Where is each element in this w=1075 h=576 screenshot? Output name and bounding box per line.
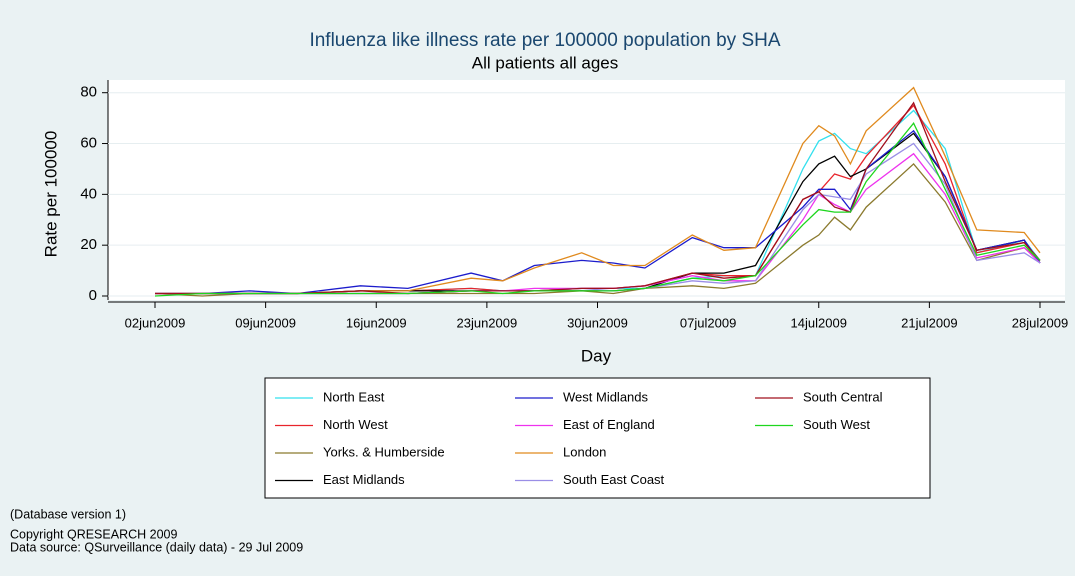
legend-label: South Central (803, 389, 883, 404)
y-tick-label: 0 (89, 287, 97, 304)
footnote: Data source: QSurveillance (daily data) … (10, 540, 303, 554)
legend-label: South East Coast (563, 472, 665, 487)
legend-label: East of England (563, 417, 655, 432)
x-tick-label: 09jun2009 (235, 315, 296, 330)
y-tick-label: 60 (80, 134, 97, 151)
legend-label: East Midlands (323, 472, 405, 487)
x-tick-label: 21jul2009 (901, 315, 957, 330)
x-tick-label: 28jul2009 (1012, 315, 1068, 330)
chart-title: Influenza like illness rate per 100000 p… (309, 30, 780, 51)
series-line (154, 121, 1041, 297)
y-tick-label: 20 (80, 236, 97, 253)
series-line (155, 129, 1041, 295)
plot-area (108, 80, 1065, 300)
x-tick-label: 07jul2009 (680, 315, 736, 330)
x-axis-label: Day (581, 346, 612, 365)
x-tick-label: 23jun2009 (457, 315, 518, 330)
series-line (155, 101, 1041, 295)
x-tick-label: 16jun2009 (346, 315, 407, 330)
legend-label: West Midlands (563, 389, 649, 404)
x-tick-label: 14jul2009 (791, 315, 847, 330)
y-tick-label: 80 (80, 84, 97, 101)
y-tick-label: 40 (80, 185, 97, 202)
y-axis-label: Rate per 100000 (41, 131, 60, 258)
chart-subtitle: All patients all ages (472, 53, 618, 72)
x-tick-label: 02jun2009 (125, 315, 186, 330)
legend-label: London (563, 444, 606, 459)
legend-label: South West (803, 417, 870, 432)
legend-label: North West (323, 417, 388, 432)
footnote: (Database version 1) (10, 507, 126, 521)
legend-label: Yorks. & Humberside (323, 444, 445, 459)
legend-label: North East (323, 389, 385, 404)
legend-box (264, 377, 931, 499)
footnote: Copyright QRESEARCH 2009 (10, 527, 177, 541)
x-tick-label: 30jun2009 (567, 315, 628, 330)
